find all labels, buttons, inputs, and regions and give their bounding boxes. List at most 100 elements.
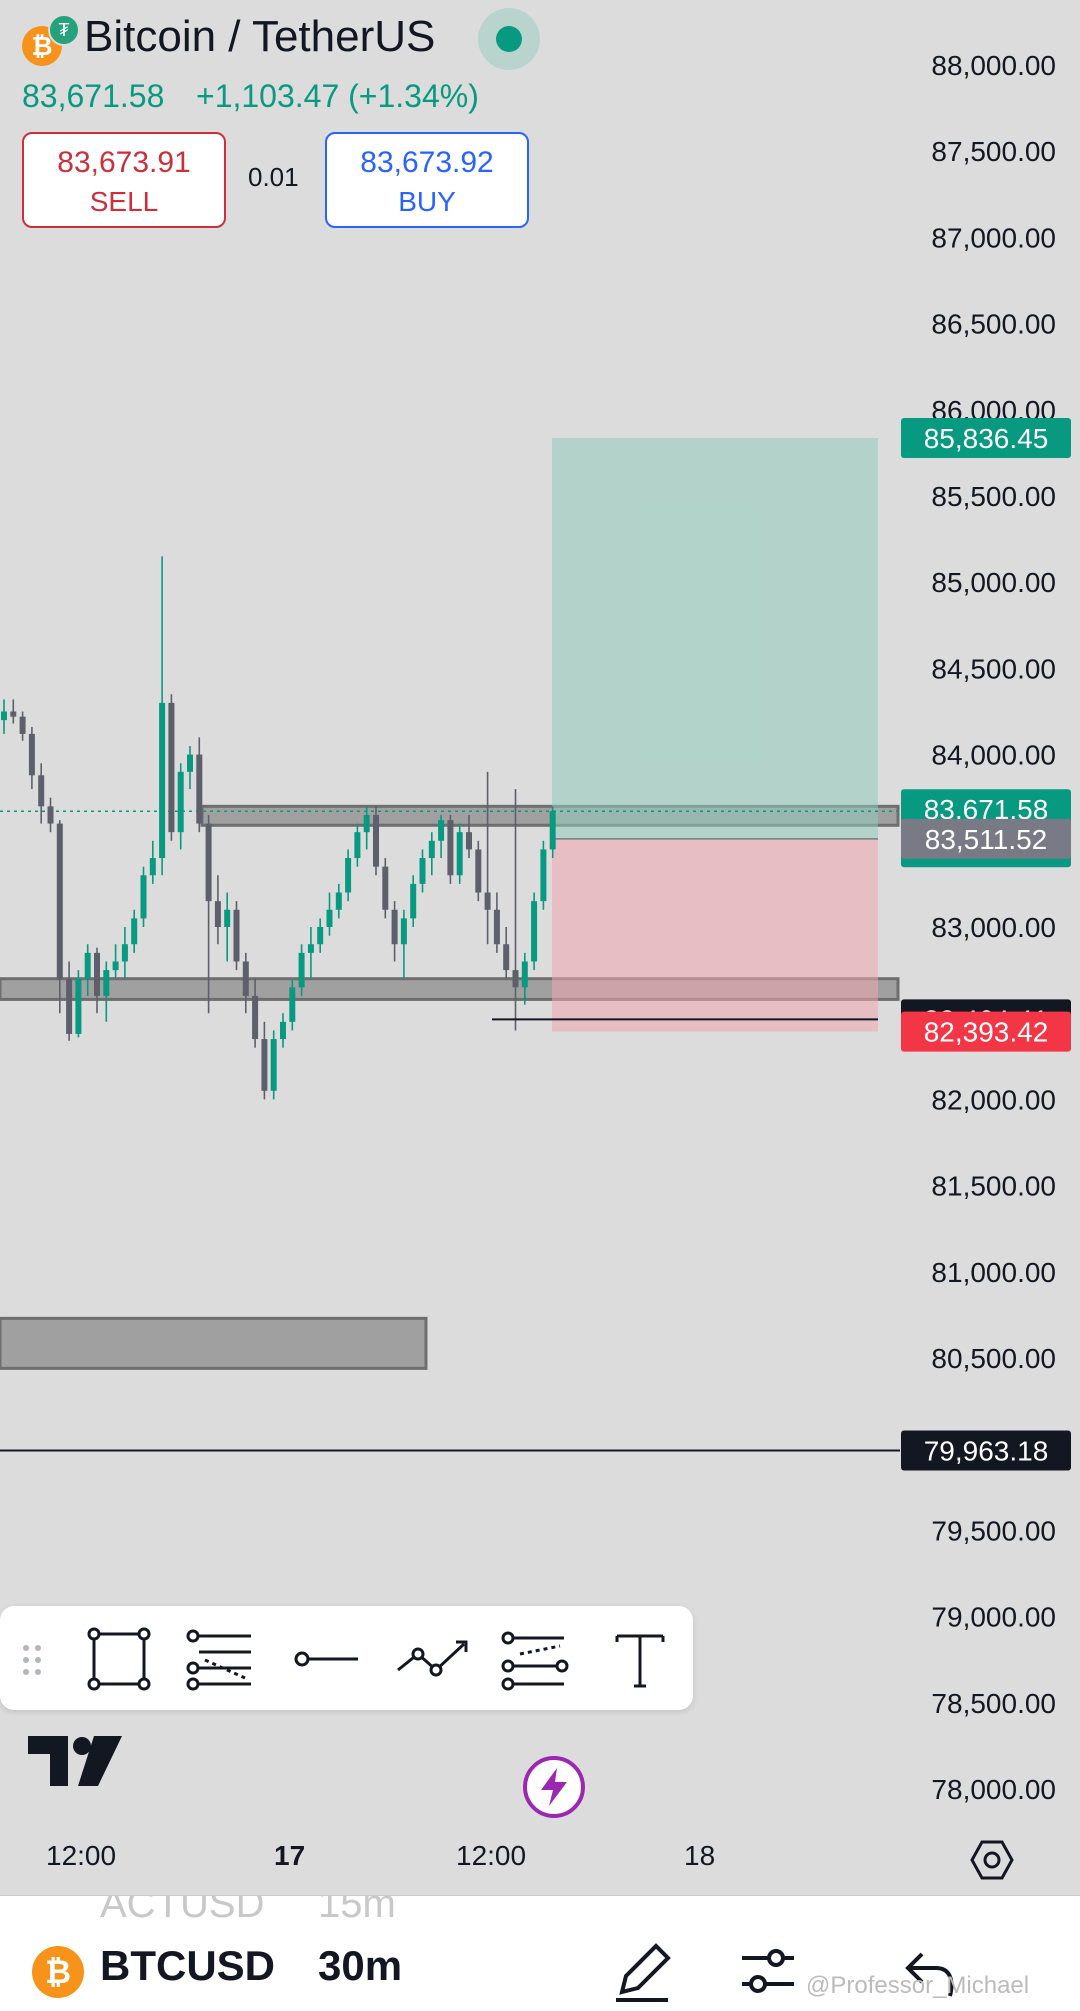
price-label: 85,836.45	[924, 423, 1049, 454]
candle-body	[205, 823, 212, 902]
y-tick-label: 85,500.00	[931, 481, 1056, 512]
sell-price: 83,673.91	[57, 146, 191, 179]
text-tool-icon[interactable]	[605, 1624, 675, 1694]
candle-body	[307, 944, 314, 953]
y-tick-label: 81,500.00	[931, 1171, 1056, 1202]
y-tick-label: 79,000.00	[931, 1602, 1056, 1633]
candle-body	[335, 892, 342, 910]
candle-body	[531, 901, 538, 962]
candle-body	[428, 840, 435, 859]
indicators-settings-icon[interactable]	[738, 1936, 798, 2011]
y-tick-label: 82,000.00	[931, 1084, 1056, 1115]
candle-body	[382, 866, 389, 910]
candle-body	[419, 858, 426, 884]
market-open-indicator-icon[interactable]	[478, 8, 540, 70]
last-price: 83,671.58	[22, 78, 165, 114]
candle-body	[140, 875, 147, 919]
candle-body	[270, 1039, 277, 1091]
candle-body	[298, 952, 305, 988]
candle-body	[112, 961, 119, 971]
candle-body	[252, 995, 259, 1040]
candle-body	[484, 892, 491, 910]
y-tick-label: 87,500.00	[931, 136, 1056, 167]
time-tick-0: 12:00	[46, 1840, 117, 1871]
undo-icon[interactable]	[900, 1936, 960, 2011]
candle-body	[410, 883, 417, 919]
y-tick-label: 78,500.00	[931, 1688, 1056, 1719]
lightning-icon[interactable]	[523, 1756, 585, 1818]
candle-body	[438, 820, 445, 841]
candle-body	[149, 858, 156, 876]
y-tick-label: 84,500.00	[931, 653, 1056, 684]
candle-body	[103, 970, 110, 996]
y-tick-label: 86,500.00	[931, 309, 1056, 340]
candle-body	[345, 858, 352, 893]
price-label-box	[901, 1011, 1071, 1052]
candle-body	[354, 832, 361, 859]
drag-handle-icon[interactable]	[14, 1624, 54, 1694]
candle-body	[317, 927, 324, 945]
y-tick-label: 78,000.00	[931, 1774, 1056, 1805]
tether-coin-icon: ₮	[48, 14, 80, 46]
symbol-title[interactable]: Bitcoin / TetherUS	[84, 12, 436, 61]
interval-selector[interactable]: 30m	[318, 1942, 403, 1989]
candle-body	[363, 814, 370, 833]
pencil-drawing-icon[interactable]	[612, 1936, 672, 2011]
symbol-selector[interactable]: BTCUSD	[100, 1942, 275, 1989]
price-label: 83,511.52	[925, 824, 1048, 855]
y-tick-label: 87,000.00	[931, 222, 1056, 253]
candle-body	[28, 733, 35, 776]
candle-body	[456, 832, 463, 876]
price-label-box	[901, 1430, 1071, 1471]
buy-label: BUY	[398, 186, 456, 217]
candle-body	[400, 918, 407, 945]
candle-body	[196, 754, 203, 824]
candle-body	[540, 849, 547, 902]
candle-body	[84, 952, 91, 979]
candle-body	[280, 1021, 286, 1040]
candle-body	[447, 820, 454, 876]
zone-demand	[0, 1316, 428, 1370]
time-tick-3: 18	[684, 1840, 716, 1871]
buy-button[interactable]: 83,673.92 BUY	[325, 132, 529, 228]
candle-body	[289, 987, 296, 1022]
candle-body	[187, 754, 193, 772]
candle-body	[493, 909, 500, 945]
price-label: 82,393.42	[924, 1017, 1049, 1048]
parallel-channel-icon[interactable]	[500, 1624, 570, 1694]
sell-button[interactable]: 83,673.91 SELL	[22, 132, 226, 228]
watermark: @Professor_Michael	[806, 1972, 1030, 1999]
sell-label: SELL	[89, 186, 159, 217]
previous-interval: 15m	[318, 1895, 396, 1926]
rectangle-icon[interactable]	[84, 1624, 154, 1694]
price-chart[interactable]: 88,000.0087,500.0087,000.0086,500.0086,0…	[0, 0, 1080, 1895]
stop-loss-zone	[552, 838, 878, 1032]
horizontal-ray-icon[interactable]	[292, 1624, 362, 1694]
candle-body	[261, 1039, 268, 1091]
candle-body	[56, 823, 63, 979]
price-change: +1,103.47 (+1.34%)	[196, 78, 479, 114]
candle-body	[10, 711, 17, 717]
y-tick-label: 80,500.00	[931, 1343, 1056, 1374]
candle-body	[326, 909, 333, 927]
candle-body	[214, 901, 221, 927]
chart-settings-icon[interactable]	[970, 1838, 1014, 1887]
candle-body	[75, 978, 82, 1034]
price-label-box	[901, 417, 1071, 458]
candle-body	[177, 771, 184, 833]
candle-body	[19, 716, 26, 734]
price-label-box	[901, 818, 1071, 859]
time-tick-1: 17	[274, 1840, 306, 1871]
candle-body	[391, 909, 398, 945]
take-profit-zone	[552, 437, 878, 839]
candle-body	[512, 970, 519, 988]
y-tick-label: 88,000.00	[931, 50, 1056, 81]
candle-body	[475, 849, 482, 893]
tradingview-logo	[28, 1736, 122, 1791]
price-label: 79,963.18	[924, 1436, 1049, 1467]
trend-line-icon[interactable]	[394, 1624, 468, 1694]
fib-retracement-icon[interactable]	[185, 1624, 255, 1694]
y-tick-label: 83,000.00	[931, 912, 1056, 943]
candle-body	[503, 944, 510, 971]
buy-price: 83,673.92	[360, 146, 494, 179]
